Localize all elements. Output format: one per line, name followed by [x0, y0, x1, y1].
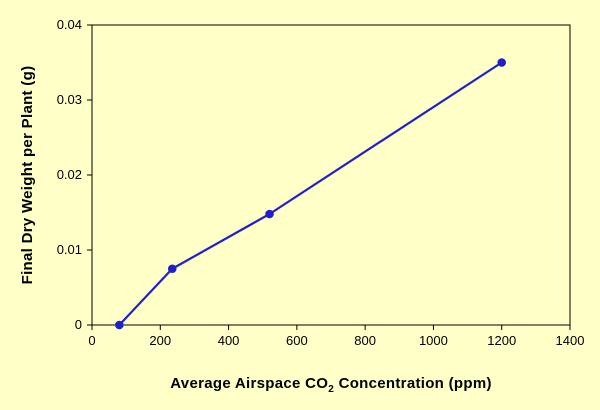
x-tick-label: 1200 [487, 333, 516, 348]
x-axis-title: Average Airspace CO2 Concentration (ppm) [170, 375, 492, 395]
y-tick-label: 0.01 [57, 242, 82, 257]
x-tick-label: 1400 [556, 333, 585, 348]
y-tick-label: 0.03 [57, 92, 82, 107]
y-tick-label: 0.04 [57, 17, 82, 32]
y-axis-title: Final Dry Weight per Plant (g) [19, 66, 36, 285]
x-tick-label: 800 [354, 333, 376, 348]
y-tick-label: 0 [75, 317, 82, 332]
x-tick-label: 600 [286, 333, 308, 348]
x-tick-label: 1000 [419, 333, 448, 348]
x-axis: 0 200 400 600 800 1000 1200 1400 [88, 325, 584, 348]
y-tick-label: 0.02 [57, 167, 82, 182]
x-tick-label: 0 [88, 333, 95, 348]
data-point [167, 264, 177, 274]
x-axis-title-subscript: 2 [328, 384, 334, 395]
data-point [115, 320, 124, 330]
y-axis: 0 0.01 0.02 0.03 0.04 [57, 17, 92, 332]
x-axis-title-part-2: Concentration (ppm) [334, 375, 492, 392]
x-axis-title-part-1: Average Airspace CO [170, 375, 328, 392]
data-point [497, 58, 507, 67]
x-tick-label: 400 [218, 333, 240, 348]
data-point [265, 209, 274, 219]
x-tick-label: 200 [149, 333, 171, 348]
series-line [118, 61, 503, 326]
series-layer [115, 58, 507, 330]
